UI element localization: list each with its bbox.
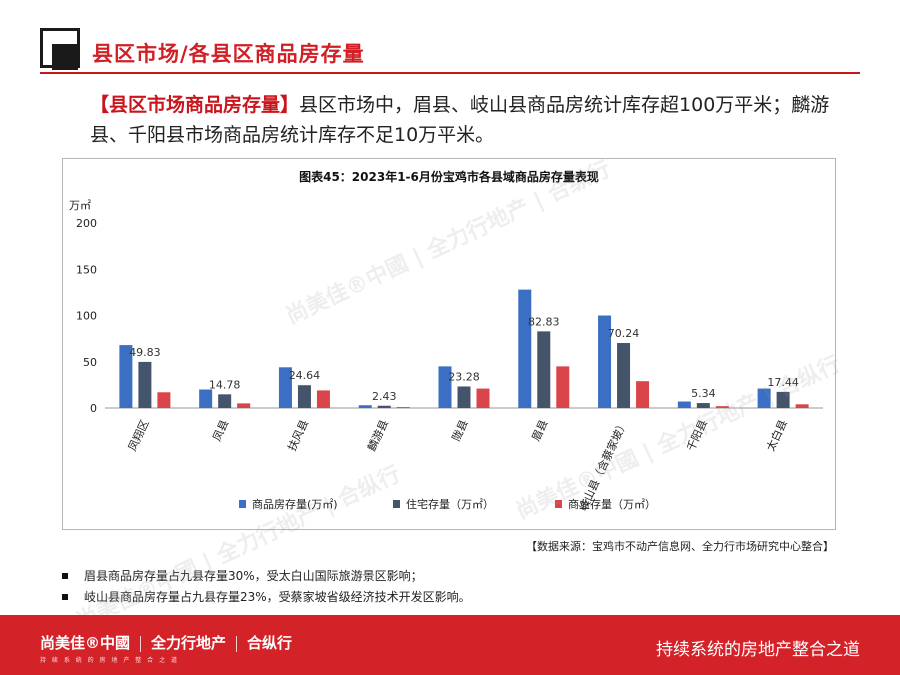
data-label: 17.44 — [767, 376, 799, 389]
bar — [316, 390, 330, 408]
bar — [119, 345, 133, 408]
bar — [199, 389, 213, 408]
bar — [138, 361, 152, 408]
chart-title: 图表45：2023年1-6月份宝鸡市各县域商品房存量表现 — [299, 170, 599, 184]
x-tick-label: 千阳县 — [684, 418, 710, 453]
bar — [157, 392, 171, 408]
bar — [297, 385, 311, 408]
footer-brand: 尚美佳®中國 全力行地产 合纵行 — [40, 634, 293, 652]
bar-chart: 万㎡ 0 50 100 150 200 49.83 凤翔区 14.78 凤县 24.64 扶风县 2.4… — [69, 199, 823, 513]
legend-label: 商品房存量(万㎡) — [252, 497, 338, 511]
bullet-square-icon — [62, 572, 68, 579]
y-tick-label: 100 — [76, 310, 97, 323]
x-tick-label: 凤翔区 — [125, 417, 152, 453]
bar — [598, 315, 612, 408]
intro-highlight: 【县区市场商品房存量】 — [90, 94, 300, 116]
bar — [776, 391, 790, 408]
footer-bar: 尚美佳®中國 全力行地产 合纵行 持 续 系 统 的 房 地 产 整 合 之 道 持… — [0, 615, 900, 675]
data-source: 【数据来源：宝鸡市不动产信息网、全力行市场研究中心整合】 — [526, 540, 834, 553]
y-tick-label: 50 — [83, 356, 97, 369]
footer-slogan: 持续系统的房地产整合之道 — [656, 640, 860, 660]
data-label: 2.43 — [372, 390, 397, 403]
data-label: 82.83 — [528, 315, 560, 328]
bar — [396, 407, 410, 408]
data-label: 70.24 — [608, 327, 640, 340]
note-item: 岐山县商品房存量占九县存量23%，受蔡家坡省级经济技术开发区影响。 — [62, 586, 471, 607]
page-title: 县区市场/各县区商品房存量 — [92, 42, 365, 66]
x-tick-label: 太白县 — [763, 417, 790, 453]
legend-swatch — [555, 500, 562, 508]
bar — [377, 405, 391, 408]
x-tick-label: 麟游县 — [364, 417, 391, 453]
bar — [358, 405, 372, 408]
bar — [795, 404, 809, 408]
legend-swatch — [239, 500, 246, 508]
bar — [617, 343, 631, 408]
intro-paragraph: 【县区市场商品房存量】县区市场中，眉县、岐山县商品房统计库存超100万平米；麟游… — [90, 90, 860, 150]
chart-panel: 图表45：2023年1-6月份宝鸡市各县域商品房存量表现 万㎡ 0 50 100 150… — [62, 158, 836, 530]
bar — [757, 388, 771, 408]
intro-text: 县区市场中，眉县、岐山县商品房统计库存超100万平米；麟游县、千阳县市场商品房统… — [90, 94, 830, 146]
bullet-square-icon — [62, 593, 68, 600]
bar — [237, 403, 251, 408]
y-tick-label: 150 — [76, 263, 97, 276]
legend-label: 商业存量（万㎡） — [568, 497, 656, 511]
x-tick-label: 陇县 — [449, 417, 471, 443]
x-tick-label: 凤县 — [210, 418, 231, 443]
data-label: 24.64 — [289, 369, 321, 382]
data-label: 23.28 — [448, 370, 480, 383]
bar — [278, 367, 292, 408]
bar — [677, 401, 691, 408]
bar — [636, 381, 650, 408]
bar — [476, 388, 490, 408]
bar — [457, 386, 471, 408]
y-tick-label: 200 — [76, 217, 97, 230]
data-label: 14.78 — [209, 378, 241, 391]
bar — [537, 331, 551, 408]
data-label: 49.83 — [129, 346, 161, 359]
bar — [696, 403, 710, 408]
x-tick-label: 眉县 — [529, 418, 550, 443]
header-divider — [40, 72, 860, 74]
notes-list: 眉县商品房存量占九县存量30%，受太白山国际旅游景区影响； 岐山县商品房存量占九… — [62, 565, 471, 607]
footer-separator — [236, 635, 238, 652]
data-label: 5.34 — [691, 387, 716, 400]
legend-swatch — [393, 500, 400, 508]
bar — [715, 406, 729, 408]
legend-label: 住宅存量（万㎡） — [406, 497, 494, 511]
y-axis-unit: 万㎡ — [69, 199, 91, 212]
bar — [438, 366, 452, 408]
bar — [218, 394, 232, 408]
footer-subtitle: 持 续 系 统 的 房 地 产 整 合 之 道 — [40, 657, 179, 664]
bar — [556, 366, 570, 408]
y-tick-label: 0 — [90, 402, 97, 415]
header-square-fill — [52, 44, 78, 70]
x-tick-label: 扶风县 — [285, 417, 312, 453]
footer-separator — [140, 635, 142, 652]
note-item: 眉县商品房存量占九县存量30%，受太白山国际旅游景区影响； — [62, 565, 471, 586]
bar — [518, 289, 532, 408]
